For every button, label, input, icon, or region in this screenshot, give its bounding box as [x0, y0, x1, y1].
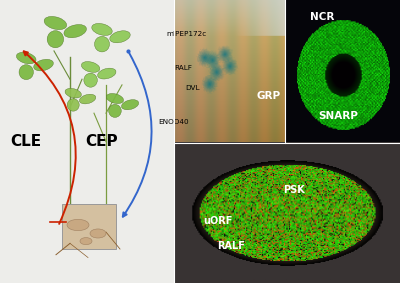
Text: CLE: CLE — [10, 134, 42, 149]
Ellipse shape — [19, 65, 34, 80]
Ellipse shape — [110, 31, 130, 43]
Ellipse shape — [34, 59, 53, 71]
Ellipse shape — [84, 73, 97, 87]
Text: GRP: GRP — [257, 91, 281, 101]
Text: RALF: RALF — [217, 241, 245, 251]
Ellipse shape — [81, 61, 100, 72]
Text: NCR: NCR — [310, 12, 334, 22]
Text: uORF: uORF — [203, 216, 233, 226]
Text: RALF: RALF — [174, 65, 192, 71]
Ellipse shape — [109, 104, 121, 117]
Ellipse shape — [67, 99, 79, 111]
Text: SNARP: SNARP — [318, 111, 358, 121]
Ellipse shape — [80, 94, 96, 104]
Ellipse shape — [44, 16, 67, 30]
Text: CEP: CEP — [86, 134, 118, 149]
FancyBboxPatch shape — [62, 204, 116, 249]
Text: DVL: DVL — [185, 85, 199, 91]
FancyBboxPatch shape — [0, 0, 174, 283]
FancyArrowPatch shape — [123, 53, 152, 217]
FancyArrowPatch shape — [24, 52, 76, 224]
Ellipse shape — [94, 36, 110, 52]
Ellipse shape — [90, 229, 106, 238]
Text: ENOD40: ENOD40 — [158, 119, 189, 125]
Text: miPEP172c: miPEP172c — [166, 31, 206, 37]
Ellipse shape — [65, 88, 81, 98]
Ellipse shape — [106, 93, 124, 104]
Ellipse shape — [80, 238, 92, 245]
Text: PSK: PSK — [283, 185, 305, 195]
Ellipse shape — [98, 68, 116, 79]
Ellipse shape — [92, 23, 112, 35]
Ellipse shape — [16, 52, 36, 64]
Ellipse shape — [64, 25, 86, 38]
Ellipse shape — [47, 31, 64, 48]
Ellipse shape — [122, 100, 139, 110]
Ellipse shape — [67, 219, 89, 231]
